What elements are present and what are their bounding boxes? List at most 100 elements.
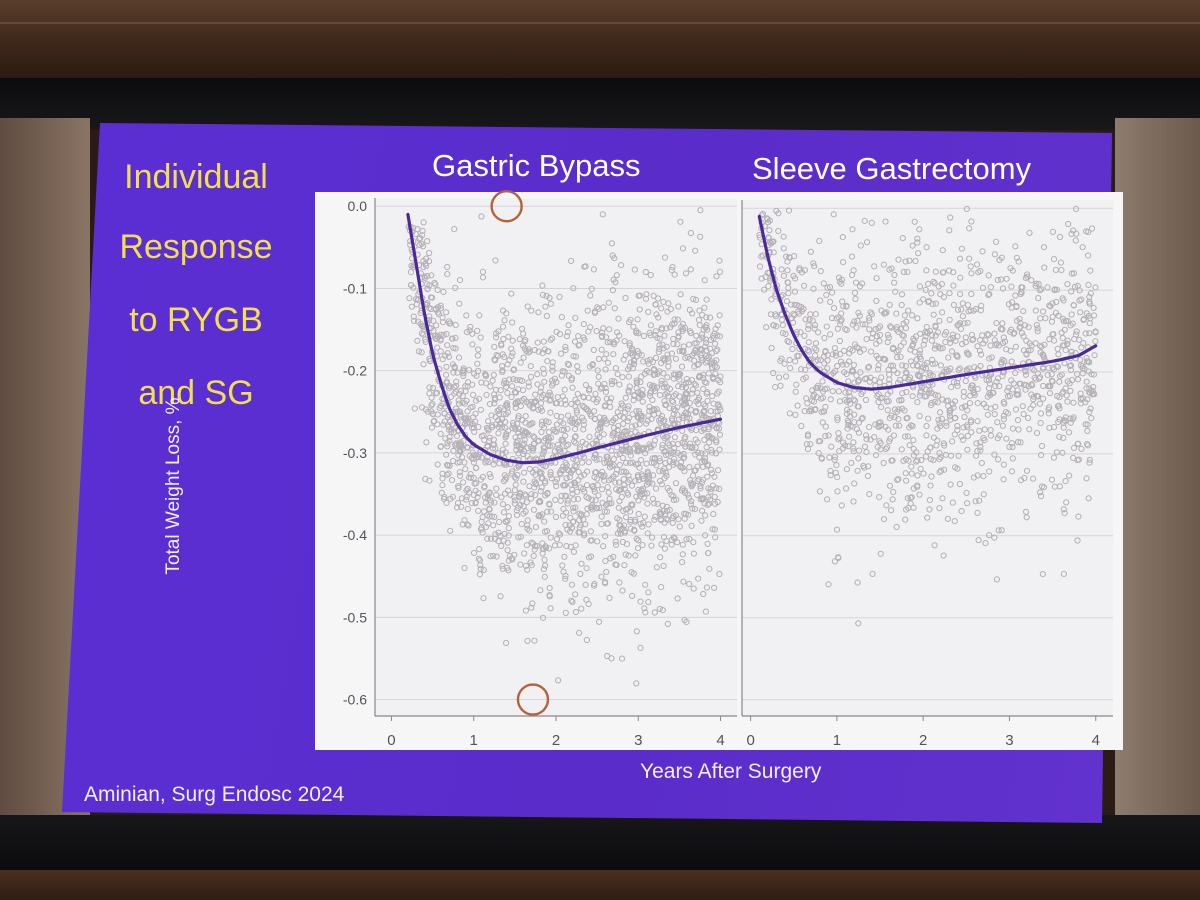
data-point xyxy=(603,568,610,576)
data-point xyxy=(673,496,680,503)
data-point xyxy=(645,521,652,528)
data-point xyxy=(713,439,720,446)
data-point xyxy=(849,271,856,279)
data-point xyxy=(679,325,687,332)
scatter-points xyxy=(756,205,1099,627)
data-point xyxy=(954,379,961,386)
data-point xyxy=(831,453,839,460)
data-point xyxy=(683,536,690,543)
data-point xyxy=(627,452,634,459)
data-point xyxy=(516,336,523,343)
data-point xyxy=(948,384,955,391)
data-point xyxy=(1062,347,1069,354)
data-point xyxy=(476,571,483,578)
data-point xyxy=(470,474,477,482)
data-point xyxy=(515,386,522,393)
data-point xyxy=(503,383,510,390)
data-point xyxy=(569,384,576,391)
data-point xyxy=(624,418,631,425)
data-point xyxy=(939,345,946,352)
data-point xyxy=(428,272,435,279)
data-point xyxy=(482,499,489,506)
data-point xyxy=(594,367,601,374)
data-point xyxy=(635,477,643,484)
data-point xyxy=(928,390,935,397)
data-point xyxy=(599,211,606,218)
data-point xyxy=(964,301,972,309)
x-tick-label: 2 xyxy=(552,732,560,749)
data-point xyxy=(505,532,512,539)
data-point xyxy=(707,314,714,321)
data-point xyxy=(651,454,659,462)
data-point xyxy=(426,249,433,257)
data-point xyxy=(582,405,590,412)
data-point xyxy=(1083,385,1090,392)
data-point xyxy=(538,421,546,429)
data-point xyxy=(1022,367,1029,374)
trend-line xyxy=(757,214,1098,391)
data-point xyxy=(684,353,691,361)
data-point xyxy=(1050,331,1057,338)
data-point xyxy=(408,282,415,289)
data-point xyxy=(946,316,953,323)
data-point xyxy=(523,499,530,506)
data-point xyxy=(704,433,711,440)
data-point xyxy=(835,274,843,281)
data-point xyxy=(491,400,498,407)
data-point xyxy=(620,414,627,421)
data-point xyxy=(862,432,870,439)
data-point xyxy=(568,481,575,488)
data-point xyxy=(478,213,485,220)
data-point xyxy=(927,372,934,379)
data-point xyxy=(960,436,967,443)
data-point xyxy=(634,379,641,386)
data-point xyxy=(528,398,535,405)
data-point xyxy=(572,482,579,489)
data-point xyxy=(639,523,646,530)
data-point xyxy=(618,655,626,662)
data-point xyxy=(700,408,707,415)
data-point xyxy=(963,366,970,373)
data-point xyxy=(629,592,636,600)
data-point xyxy=(794,402,801,409)
data-point xyxy=(486,471,493,478)
data-point xyxy=(612,414,619,422)
data-point xyxy=(443,371,450,378)
data-point xyxy=(679,384,686,391)
data-point xyxy=(661,545,669,552)
data-point xyxy=(1042,315,1049,322)
data-point xyxy=(836,337,844,345)
data-point xyxy=(495,328,502,335)
data-point xyxy=(464,444,471,451)
data-point xyxy=(1014,391,1021,398)
data-point xyxy=(878,404,885,411)
data-point xyxy=(549,335,556,342)
data-point xyxy=(712,500,719,507)
data-point xyxy=(458,503,465,510)
data-point xyxy=(835,388,842,395)
data-point xyxy=(1062,478,1069,485)
data-point xyxy=(1012,406,1020,413)
data-point xyxy=(531,346,538,354)
data-point xyxy=(834,416,841,423)
data-point xyxy=(543,312,551,320)
data-point xyxy=(469,341,476,348)
data-point xyxy=(579,414,586,421)
data-point xyxy=(452,284,459,291)
data-point xyxy=(669,264,676,271)
data-point xyxy=(965,351,972,358)
data-point xyxy=(781,360,788,367)
data-point xyxy=(1016,315,1023,323)
data-point xyxy=(710,376,717,383)
data-point xyxy=(887,323,894,330)
data-point xyxy=(980,434,987,442)
data-point xyxy=(953,352,960,359)
data-point xyxy=(1031,367,1038,374)
data-point xyxy=(1079,244,1086,251)
data-point xyxy=(514,420,521,427)
data-point xyxy=(801,408,808,415)
data-point xyxy=(1037,489,1044,496)
data-point xyxy=(679,439,686,446)
data-point xyxy=(889,496,896,503)
data-point xyxy=(930,278,937,285)
